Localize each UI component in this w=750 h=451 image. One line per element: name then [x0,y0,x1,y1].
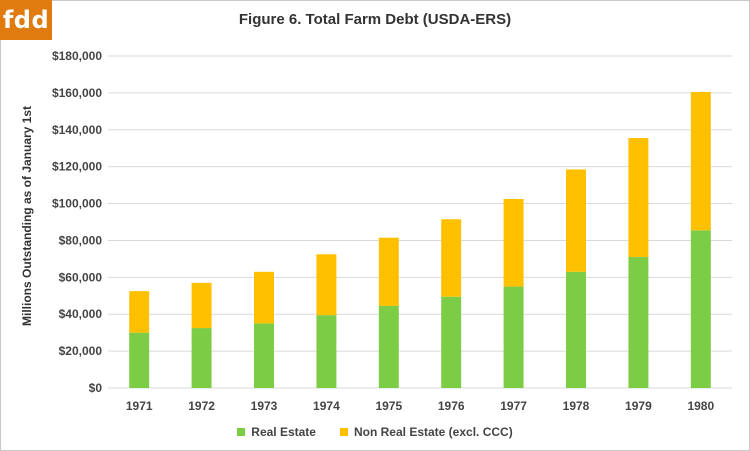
legend: Real Estate Non Real Estate (excl. CCC) [0,425,750,439]
gridlines [108,55,732,389]
logo-text: fdd [2,6,50,34]
y-tick-labels: $0 $20,000 $40,000 $60,000 $80,000 $100,000 $1… [52,49,102,395]
x-tick-label: 1977 [500,399,527,413]
x-tick-label: 1976 [438,399,465,413]
bar-real-estate [628,257,649,388]
y-tick-label: $140,000 [52,123,102,137]
bar-non-real-estate [191,282,212,329]
bar-real-estate [129,332,150,388]
y-tick-label: $40,000 [59,307,103,321]
y-tick-label: $20,000 [59,344,103,358]
x-tick-label: 1975 [375,399,402,413]
bar-real-estate [690,230,711,388]
y-tick-label: $60,000 [59,270,103,284]
bar-non-real-estate [254,271,274,324]
x-tick-label: 1974 [313,399,340,413]
y-tick-label: $120,000 [52,160,102,174]
bar-real-estate [254,323,274,388]
x-tick-label: 1973 [251,399,278,413]
legend-swatch-real-estate [237,428,246,436]
legend-item-non-real-estate: Non Real Estate (excl. CCC) [339,425,513,439]
x-tick-label: 1980 [687,399,714,413]
bar-non-real-estate [316,254,337,316]
legend-label-real-estate: Real Estate [251,425,316,439]
x-tick-label: 1979 [625,399,652,413]
bar-non-real-estate [441,219,462,297]
fdd-logo: fdd [0,0,52,40]
legend-label-non-real-estate: Non Real Estate (excl. CCC) [353,425,513,439]
bar-non-real-estate [628,138,649,258]
bar-non-real-estate [503,198,524,287]
x-tick-label: 1971 [126,399,153,413]
bar-non-real-estate [566,169,586,272]
y-axis-label: Millions Outstanding as of January 1st [20,106,34,326]
bar-real-estate [191,328,212,388]
x-tick-labels: 1971 1972 1973 1974 1975 1976 1977 1978 1979 1980 [126,399,715,413]
y-tick-label: $180,000 [52,49,102,63]
x-tick-label: 1978 [563,399,590,413]
bar-real-estate [316,315,337,388]
bar-non-real-estate [378,237,399,306]
legend-item-real-estate: Real Estate [237,425,316,439]
y-tick-label: $160,000 [52,86,102,100]
bar-real-estate [566,271,586,388]
y-tick-label: $100,000 [52,197,102,211]
bars [129,91,711,388]
y-tick-label: $0 [89,381,103,395]
bar-real-estate [441,296,462,388]
bar-non-real-estate [129,291,150,333]
bar-real-estate [503,286,524,388]
x-tick-label: 1972 [188,399,215,413]
bar-real-estate [378,305,399,388]
legend-swatch-non-real-estate [339,428,348,436]
chart-title: Figure 6. Total Farm Debt (USDA-ERS) [238,11,512,28]
y-tick-label: $80,000 [59,233,103,247]
bar-non-real-estate [690,91,711,231]
